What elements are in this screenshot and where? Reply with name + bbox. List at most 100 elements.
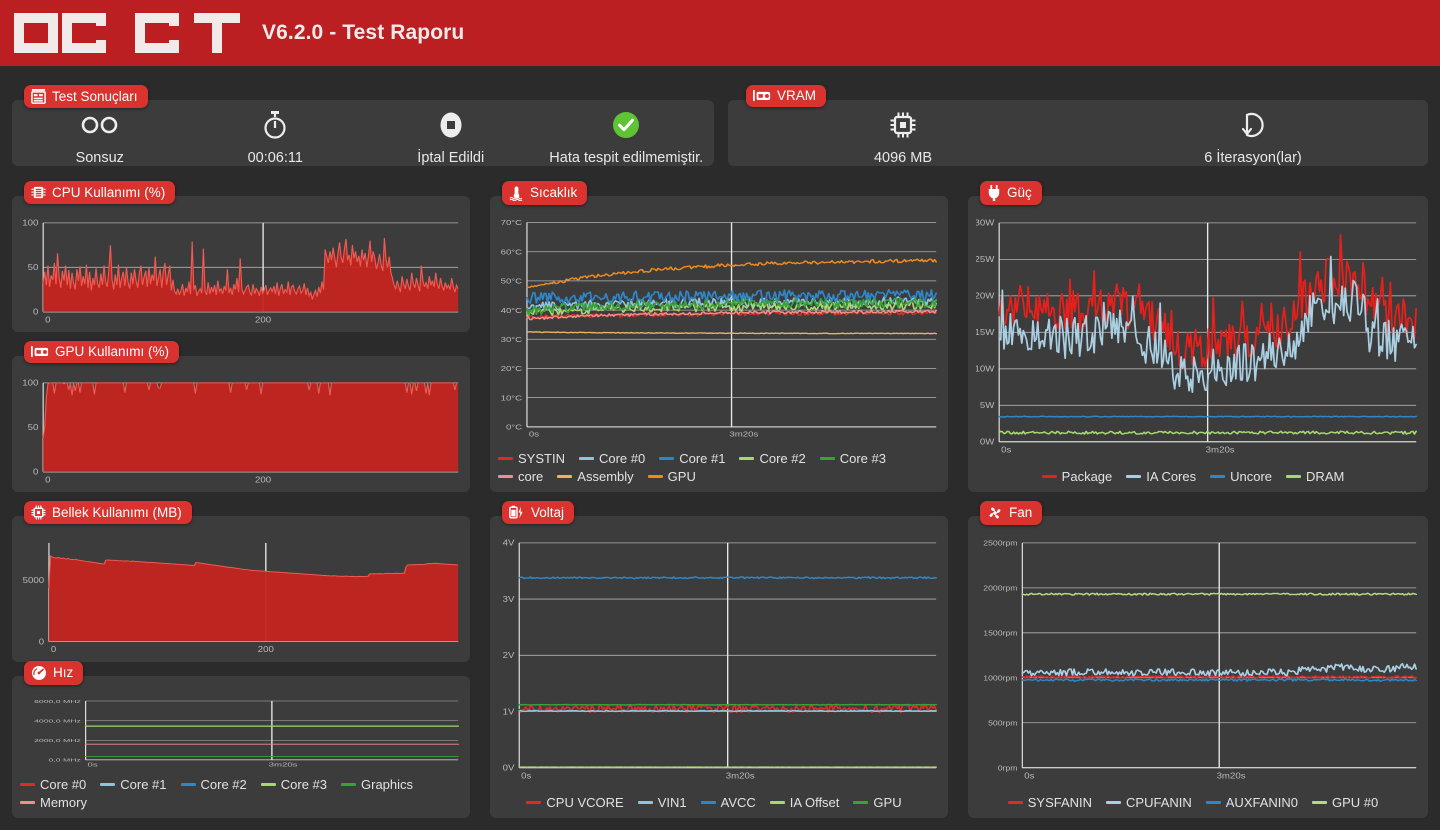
svg-text:0s: 0s <box>529 430 540 439</box>
legend-swatch-icon <box>260 782 276 787</box>
svg-text:0: 0 <box>33 307 38 316</box>
summary-status: İptal Edildi <box>363 108 539 166</box>
legend-item[interactable]: IA Cores <box>1126 469 1196 484</box>
legend-item[interactable]: Core #1 <box>100 777 167 792</box>
legend-swatch-icon <box>819 456 835 461</box>
legend-label: IA Cores <box>1146 469 1197 484</box>
fan-badge: Fan <box>980 501 1043 525</box>
legend-item[interactable]: Uncore <box>1210 469 1272 484</box>
legend-item[interactable]: Core #2 <box>180 777 247 792</box>
legend-item[interactable]: SYSTIN <box>498 451 565 466</box>
legend-swatch-icon <box>498 474 513 479</box>
legend-label: Core #3 <box>839 451 886 466</box>
svg-text:0s: 0s <box>521 771 532 780</box>
vram-size: 4096 MB <box>728 108 1078 166</box>
legend-swatch-icon <box>659 456 675 461</box>
legend-swatch-icon <box>1205 800 1221 805</box>
legend-swatch-icon <box>20 782 35 787</box>
vram-badge: VRAM <box>746 85 827 107</box>
legend-swatch-icon <box>1106 800 1122 805</box>
test-results-badge: Test Sonuçları <box>24 85 148 108</box>
legend-item[interactable]: Core #1 <box>659 451 725 466</box>
legend-item[interactable]: AVCC <box>700 795 756 810</box>
clock-speed-legend: Core #0 Core #1 Core #2 Core #3 Graphics Memo… <box>20 777 466 810</box>
legend-swatch-icon <box>769 800 785 805</box>
svg-text:60°C: 60°C <box>501 247 523 256</box>
legend-item[interactable]: GPU <box>853 795 902 810</box>
legend-swatch-icon <box>853 800 869 805</box>
svg-text:200: 200 <box>255 315 271 324</box>
gpu-usage-badge: GPU Kullanımı (%) <box>24 341 180 363</box>
svg-text:15W: 15W <box>976 328 995 337</box>
legend-item[interactable]: Core #2 <box>739 451 806 466</box>
memory-usage-panel: Bellek Kullanımı (MB) 0 5000 0 200 <box>12 501 470 662</box>
svg-text:200: 200 <box>258 645 274 654</box>
fan-icon <box>987 505 1003 521</box>
legend-item[interactable]: Graphics <box>341 777 413 792</box>
legend-swatch-icon <box>1210 474 1226 479</box>
clock-speed-panel: Hız 0,0 MHz 2000,0 MHz 4000,0 MHz 6000,0 MH… <box>12 661 470 818</box>
legend-swatch-icon <box>557 474 573 479</box>
legend-item[interactable]: GPU #0 <box>1312 795 1378 810</box>
svg-text:0: 0 <box>39 637 44 646</box>
legend-item[interactable]: SYSFANIN <box>1007 795 1092 810</box>
voltage-legend: CPU VCORE VIN1 AVCC IA Offset GPU <box>498 795 944 810</box>
svg-text:0: 0 <box>45 475 50 484</box>
svg-text:1V: 1V <box>503 707 515 716</box>
legend-item[interactable]: Assembly <box>557 469 634 484</box>
memory-chip-icon <box>888 108 918 142</box>
legend-swatch-icon <box>341 782 356 787</box>
stop-icon <box>438 108 464 142</box>
legend-label: AUXFANIN0 <box>1225 795 1299 810</box>
temperature-chart: 0°C 10°C 20°C 30°C 40°C 50°C 60°C 70°C 0s 3m20s <box>490 196 948 492</box>
legend-label: CPUFANIN <box>1126 795 1192 810</box>
legend-item[interactable]: Core #3 <box>819 451 886 466</box>
legend-item[interactable]: Core #3 <box>260 777 327 792</box>
power-badge-label: Güç <box>1007 185 1032 201</box>
legend-label: IA Offset <box>789 795 840 810</box>
fan-chart: 0rpm 500rpm 1000rpm 1500rpm 2000rpm 2500rpm 0s… <box>968 516 1428 818</box>
temperature-panel: Sıcaklık 0°C 10°C 20°C 30°C 40°C 50°C 60°C 70°C… <box>490 181 948 492</box>
legend-item[interactable]: VIN1 <box>637 795 687 810</box>
memory-usage-badge-label: Bellek Kullanımı (MB) <box>52 504 182 520</box>
legend-label: Core #1 <box>679 451 726 466</box>
vram-label: 6 İterasyon(lar) <box>1204 150 1302 166</box>
summary-label: 00:06:11 <box>247 150 303 166</box>
svg-text:1000rpm: 1000rpm <box>983 674 1018 682</box>
svg-text:20°C: 20°C <box>501 364 523 373</box>
report-table-icon <box>31 89 46 104</box>
cpu-chip-icon <box>31 185 46 200</box>
legend-item[interactable]: AUXFANIN0 <box>1205 795 1299 810</box>
legend-item[interactable]: Core #0 <box>20 777 86 792</box>
legend-swatch-icon <box>1007 800 1023 805</box>
legend-item[interactable]: IA Offset <box>769 795 840 810</box>
vram-iterations: 6 İterasyon(lar) <box>1078 108 1428 166</box>
legend-swatch-icon <box>1041 474 1057 479</box>
legend-swatch-icon <box>700 800 716 805</box>
legend-label: Core #2 <box>759 451 806 466</box>
gpu-card-icon <box>753 89 771 102</box>
vram-label: 4096 MB <box>873 150 933 166</box>
loop-arrow-icon <box>1238 108 1268 142</box>
legend-swatch-icon <box>1312 800 1328 805</box>
legend-item[interactable]: GPU <box>647 469 696 484</box>
legend-item[interactable]: core <box>498 469 543 484</box>
memory-usage-chart: 0 5000 0 200 <box>12 516 470 662</box>
svg-text:3m20s: 3m20s <box>1217 771 1247 780</box>
legend-item[interactable]: DRAM <box>1286 469 1344 484</box>
legend-item[interactable]: CPU VCORE <box>526 795 624 810</box>
legend-item[interactable]: Core #0 <box>578 451 645 466</box>
summary-label: Sonsuz <box>75 150 124 166</box>
svg-text:20W: 20W <box>976 291 995 300</box>
legend-item[interactable]: CPUFANIN <box>1106 795 1192 810</box>
svg-text:3V: 3V <box>503 595 515 604</box>
legend-item[interactable]: Memory <box>20 795 87 810</box>
svg-text:200: 200 <box>255 475 271 484</box>
check-circle-icon <box>612 108 640 142</box>
svg-text:50: 50 <box>28 423 39 432</box>
test-results-panel: Test Sonuçları Sonsuz 00:06:11 <box>12 85 714 166</box>
svg-text:2000,0 MHz: 2000,0 MHz <box>34 739 81 744</box>
svg-text:0: 0 <box>45 315 50 324</box>
app-header: V6.2.0 - Test Raporu <box>0 0 1440 66</box>
legend-item[interactable]: Package <box>1041 469 1112 484</box>
